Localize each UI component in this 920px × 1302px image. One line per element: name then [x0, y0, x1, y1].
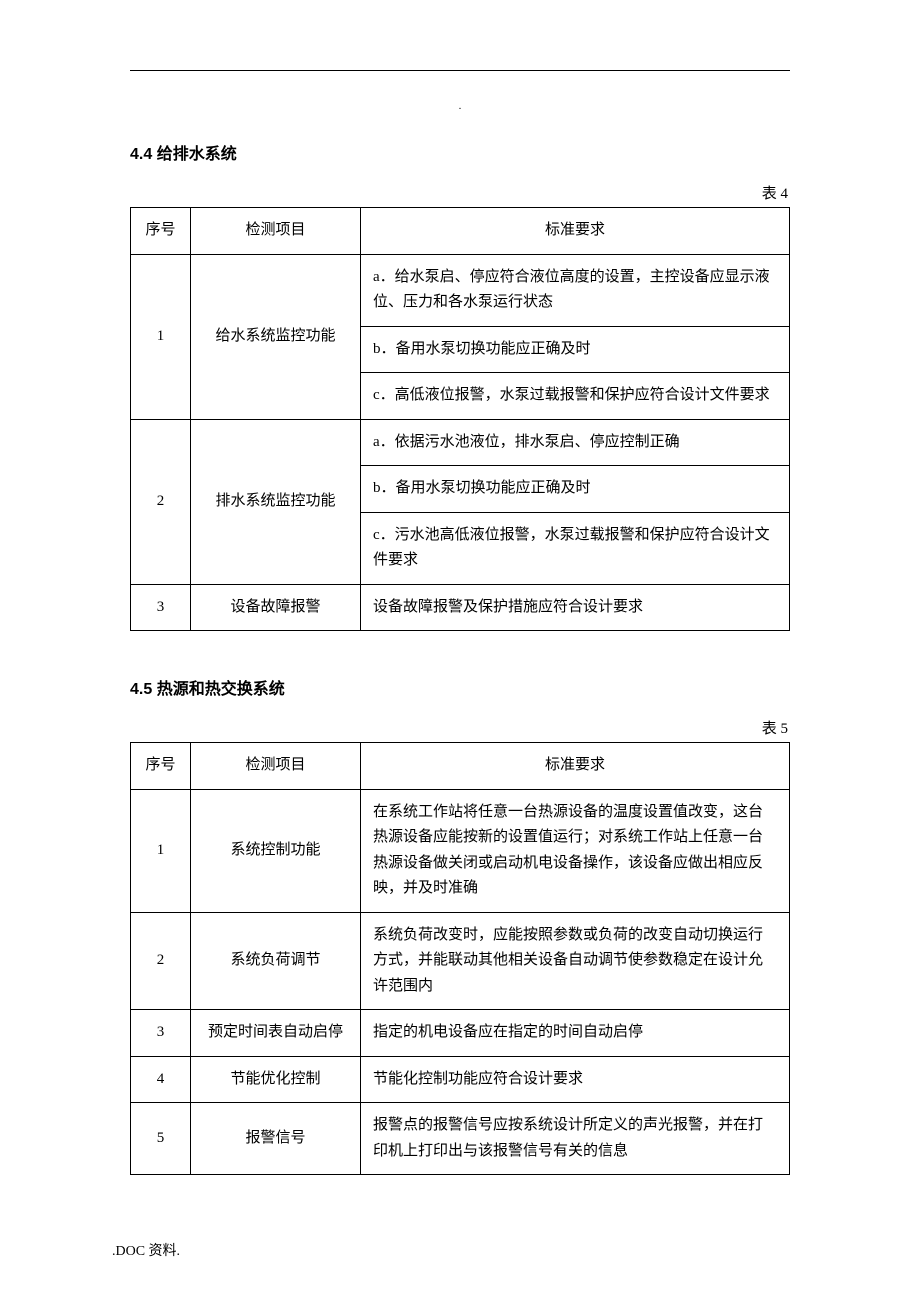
cell-item: 设备故障报警 — [191, 584, 361, 631]
cell-req: 报警点的报警信号应按系统设计所定义的声光报警，并在打印机上打印出与该报警信号有关… — [361, 1103, 790, 1175]
footer-note: .DOC 资料. — [112, 1240, 180, 1260]
table-row: 1 系统控制功能 在系统工作站将任意一台热源设备的温度设置值改变，这台热源设备应… — [131, 789, 790, 912]
cell-seq: 2 — [131, 419, 191, 584]
table-4-label: 表 4 — [130, 182, 790, 203]
cell-item: 报警信号 — [191, 1103, 361, 1175]
cell-req: 在系统工作站将任意一台热源设备的温度设置值改变，这台热源设备应能按新的设置值运行… — [361, 789, 790, 912]
table-4: 序号 检测项目 标准要求 1 给水系统监控功能 a．给水泵启、停应符合液位高度的… — [130, 207, 790, 631]
table-5: 序号 检测项目 标准要求 1 系统控制功能 在系统工作站将任意一台热源设备的温度… — [130, 742, 790, 1175]
cell-item: 系统负荷调节 — [191, 912, 361, 1010]
cell-seq: 1 — [131, 254, 191, 419]
section-4-4-heading: 4.4 给排水系统 — [130, 140, 790, 164]
table-row: 序号 检测项目 标准要求 — [131, 208, 790, 255]
cell-req: 设备故障报警及保护措施应符合设计要求 — [361, 584, 790, 631]
cell-seq: 2 — [131, 912, 191, 1010]
cell-seq: 3 — [131, 1010, 191, 1057]
cell-item: 排水系统监控功能 — [191, 419, 361, 584]
page: . 4.4 给排水系统 表 4 序号 检测项目 标准要求 1 给水系统监控功能 … — [0, 0, 920, 1302]
cell-seq: 5 — [131, 1103, 191, 1175]
col-header-item: 检测项目 — [191, 208, 361, 255]
cell-seq: 4 — [131, 1056, 191, 1103]
table-row: 3 设备故障报警 设备故障报警及保护措施应符合设计要求 — [131, 584, 790, 631]
header-dot: . — [130, 101, 790, 112]
table-row: 2 排水系统监控功能 a．依据污水池液位，排水泵启、停应控制正确 — [131, 419, 790, 466]
cell-item: 预定时间表自动启停 — [191, 1010, 361, 1057]
cell-req: b．备用水泵切换功能应正确及时 — [361, 466, 790, 513]
col-header-seq: 序号 — [131, 743, 191, 790]
table-row: 1 给水系统监控功能 a．给水泵启、停应符合液位高度的设置，主控设备应显示液位、… — [131, 254, 790, 326]
col-header-req: 标准要求 — [361, 743, 790, 790]
section-4-5-heading: 4.5 热源和热交换系统 — [130, 675, 790, 699]
cell-req: 系统负荷改变时，应能按照参数或负荷的改变自动切换运行方式，并能联动其他相关设备自… — [361, 912, 790, 1010]
cell-item: 节能优化控制 — [191, 1056, 361, 1103]
cell-req: 节能化控制功能应符合设计要求 — [361, 1056, 790, 1103]
col-header-seq: 序号 — [131, 208, 191, 255]
table-row: 4 节能优化控制 节能化控制功能应符合设计要求 — [131, 1056, 790, 1103]
col-header-item: 检测项目 — [191, 743, 361, 790]
table-row: 3 预定时间表自动启停 指定的机电设备应在指定的时间自动启停 — [131, 1010, 790, 1057]
cell-req: b．备用水泵切换功能应正确及时 — [361, 326, 790, 373]
table-5-label: 表 5 — [130, 717, 790, 738]
table-row: 序号 检测项目 标准要求 — [131, 743, 790, 790]
cell-item: 系统控制功能 — [191, 789, 361, 912]
header-rule — [130, 70, 790, 71]
cell-item: 给水系统监控功能 — [191, 254, 361, 419]
cell-seq: 3 — [131, 584, 191, 631]
col-header-req: 标准要求 — [361, 208, 790, 255]
cell-req: c．污水池高低液位报警，水泵过载报警和保护应符合设计文件要求 — [361, 512, 790, 584]
cell-req: 指定的机电设备应在指定的时间自动启停 — [361, 1010, 790, 1057]
table-row: 5 报警信号 报警点的报警信号应按系统设计所定义的声光报警，并在打印机上打印出与… — [131, 1103, 790, 1175]
cell-seq: 1 — [131, 789, 191, 912]
cell-req: a．依据污水池液位，排水泵启、停应控制正确 — [361, 419, 790, 466]
cell-req: a．给水泵启、停应符合液位高度的设置，主控设备应显示液位、压力和各水泵运行状态 — [361, 254, 790, 326]
cell-req: c．高低液位报警，水泵过载报警和保护应符合设计文件要求 — [361, 373, 790, 420]
table-row: 2 系统负荷调节 系统负荷改变时，应能按照参数或负荷的改变自动切换运行方式，并能… — [131, 912, 790, 1010]
